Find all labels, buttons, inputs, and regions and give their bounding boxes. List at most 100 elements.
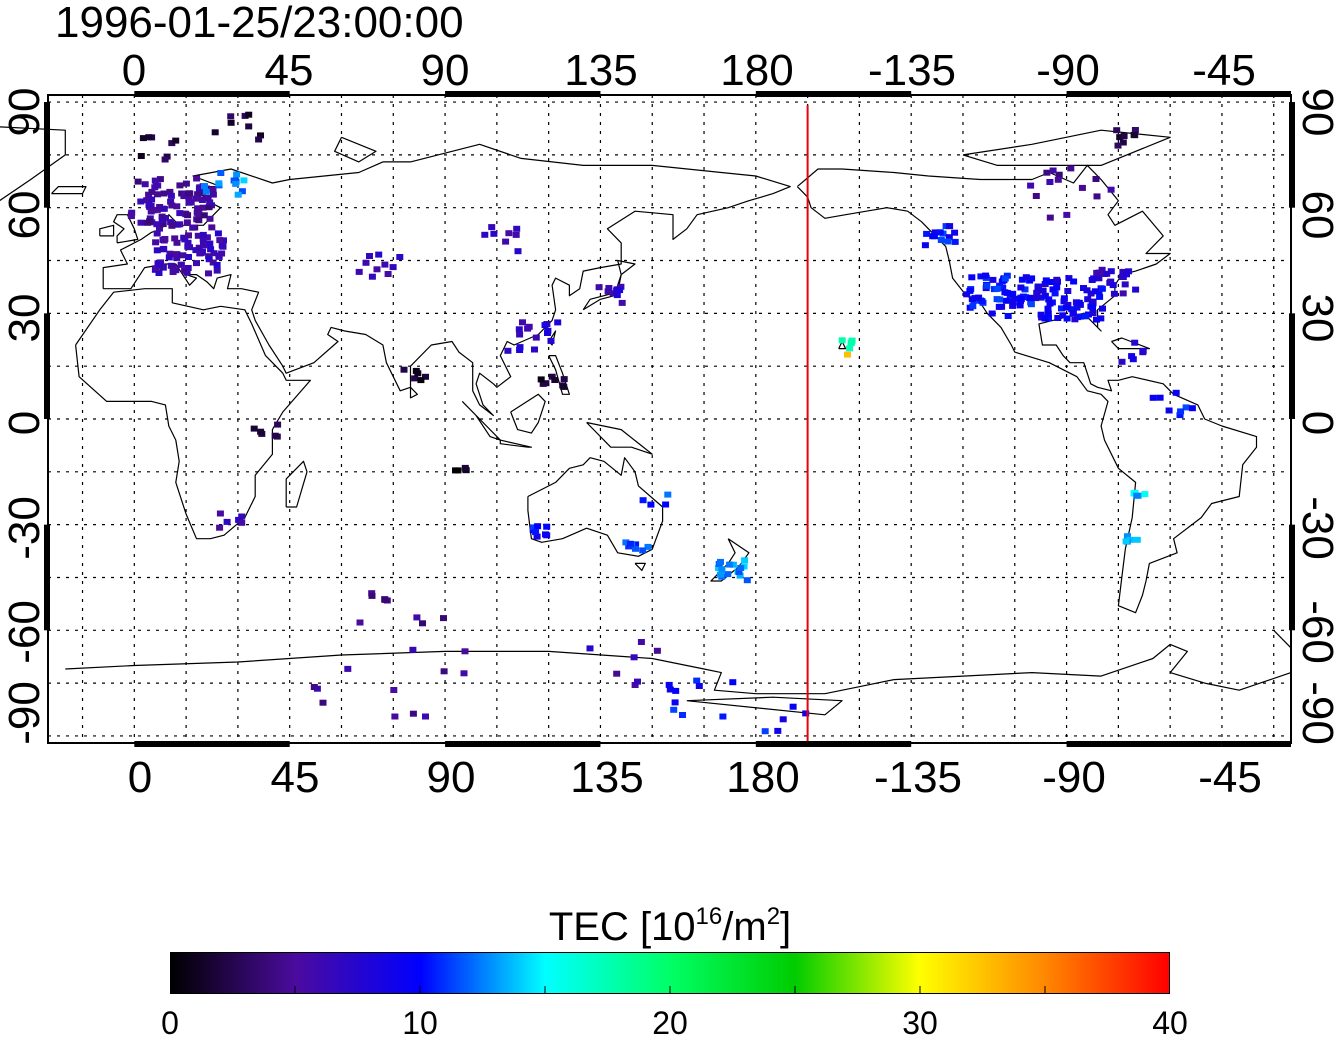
tec-cell — [1037, 294, 1045, 301]
tec-cell — [1093, 193, 1101, 200]
tec-cell — [1098, 266, 1106, 273]
tec-cell — [1027, 182, 1035, 189]
coastline — [586, 421, 653, 455]
tec-cell — [963, 291, 971, 298]
tec-cell — [206, 199, 214, 206]
tec-cell — [1097, 315, 1105, 322]
tec-cell — [1017, 296, 1025, 303]
frame-bar-top — [445, 91, 601, 97]
tec-cell — [216, 237, 224, 244]
tec-cell — [1026, 294, 1034, 301]
tec-cell — [172, 137, 180, 144]
tec-cell — [153, 221, 161, 228]
tec-cell — [460, 670, 468, 677]
tec-cell — [215, 180, 223, 187]
tec-cell — [996, 282, 1004, 289]
coastline — [796, 164, 1258, 614]
tec-cell — [632, 545, 639, 552]
tec-cell — [1188, 405, 1196, 412]
tec-cell — [255, 136, 263, 143]
coastline — [99, 224, 115, 237]
tec-cell — [1099, 305, 1106, 312]
tec-cell — [502, 238, 510, 245]
tec-cell — [234, 191, 242, 198]
tec-cell — [200, 212, 208, 219]
bottom-lon-label: 0 — [127, 753, 153, 802]
tec-cell — [717, 571, 724, 578]
tec-cell — [743, 577, 751, 584]
tec-cell — [989, 276, 997, 283]
tec-cell — [1009, 290, 1017, 297]
tec-cell — [1067, 165, 1075, 172]
tec-cell — [344, 665, 352, 672]
tec-cell — [195, 217, 203, 224]
colorbar-title-unit-exponent: 2 — [766, 903, 781, 930]
tec-cell — [156, 225, 163, 232]
tec-cell — [644, 543, 652, 550]
colorbar-tick-label: 0 — [161, 1005, 179, 1041]
tec-cell — [389, 264, 397, 271]
tec-cell — [1114, 142, 1122, 149]
lat-lon-grid — [48, 95, 1291, 743]
colorbar-tick-label: 40 — [1152, 1005, 1188, 1041]
colorbar-tick-label: 10 — [402, 1005, 438, 1041]
tec-cell — [1141, 491, 1149, 498]
tec-cell — [1119, 290, 1127, 297]
tec-cell — [241, 112, 249, 119]
tec-cell — [1107, 268, 1115, 275]
tec-cell — [735, 569, 743, 575]
tec-cell — [368, 592, 376, 599]
tec-cell — [505, 230, 513, 237]
frame-bar-left — [44, 102, 50, 208]
tec-cell — [637, 639, 645, 645]
tec-cell — [647, 501, 655, 508]
coastline — [1111, 337, 1150, 350]
tec-cell — [490, 230, 498, 237]
tec-cell — [945, 234, 953, 241]
tec-cell — [616, 287, 624, 294]
tec-cell — [1022, 294, 1030, 301]
coastline — [102, 143, 791, 417]
tec-cell — [194, 232, 202, 239]
tec-cell — [1041, 281, 1049, 287]
tec-cell — [548, 373, 556, 380]
tec-cell — [968, 296, 976, 303]
tec-cell — [1058, 305, 1065, 312]
tec-cell — [1044, 310, 1052, 317]
tec-cell — [718, 566, 726, 573]
tec-cell — [257, 428, 265, 435]
tec-cell — [204, 194, 212, 201]
tec-cell — [774, 727, 782, 734]
tec-cell — [411, 375, 419, 382]
tec-cell — [1063, 315, 1071, 322]
tec-cell — [173, 203, 181, 210]
tec-cell — [1113, 127, 1121, 134]
tec-cell — [250, 425, 258, 432]
tec-cell — [381, 261, 389, 268]
frame-bar-bottom — [1066, 741, 1222, 747]
tec-cell — [1093, 269, 1101, 276]
tec-cell — [977, 273, 985, 280]
tec-cell — [206, 215, 214, 222]
tec-cell — [1092, 176, 1100, 182]
tec-cell — [737, 565, 745, 571]
tec-cell — [1084, 296, 1092, 303]
frame-bar-top — [1066, 91, 1222, 97]
tec-cell — [168, 222, 176, 229]
tec-cell — [543, 532, 551, 539]
tec-cell — [199, 204, 207, 211]
tec-cell — [921, 242, 929, 249]
tec-cell — [1032, 295, 1040, 302]
tec-cell — [515, 326, 523, 333]
tec-cell — [160, 205, 168, 212]
tec-cell — [207, 246, 215, 253]
tec-cell — [975, 294, 983, 301]
tec-cell — [218, 250, 226, 257]
tec-cell — [201, 183, 208, 190]
bottom-lon-label: 45 — [270, 753, 320, 802]
tec-cell — [396, 254, 404, 260]
tec-cell — [203, 234, 211, 241]
tec-cell — [729, 561, 737, 568]
frame-bar-bottom — [445, 741, 601, 747]
top-lon-label: 0 — [121, 46, 147, 95]
